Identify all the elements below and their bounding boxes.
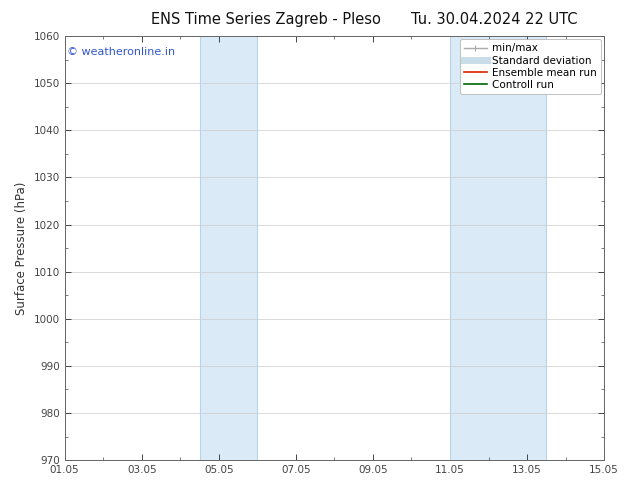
Bar: [200, 36, 257, 460]
Legend: min/max, Standard deviation, Ensemble mean run, Controll run: min/max, Standard deviation, Ensemble me…: [460, 39, 601, 94]
Text: © weatheronline.in: © weatheronline.in: [67, 47, 176, 57]
Bar: [450, 36, 547, 460]
Text: Tu. 30.04.2024 22 UTC: Tu. 30.04.2024 22 UTC: [411, 12, 578, 27]
Text: ENS Time Series Zagreb - Pleso: ENS Time Series Zagreb - Pleso: [152, 12, 381, 27]
Y-axis label: Surface Pressure (hPa): Surface Pressure (hPa): [15, 181, 28, 315]
